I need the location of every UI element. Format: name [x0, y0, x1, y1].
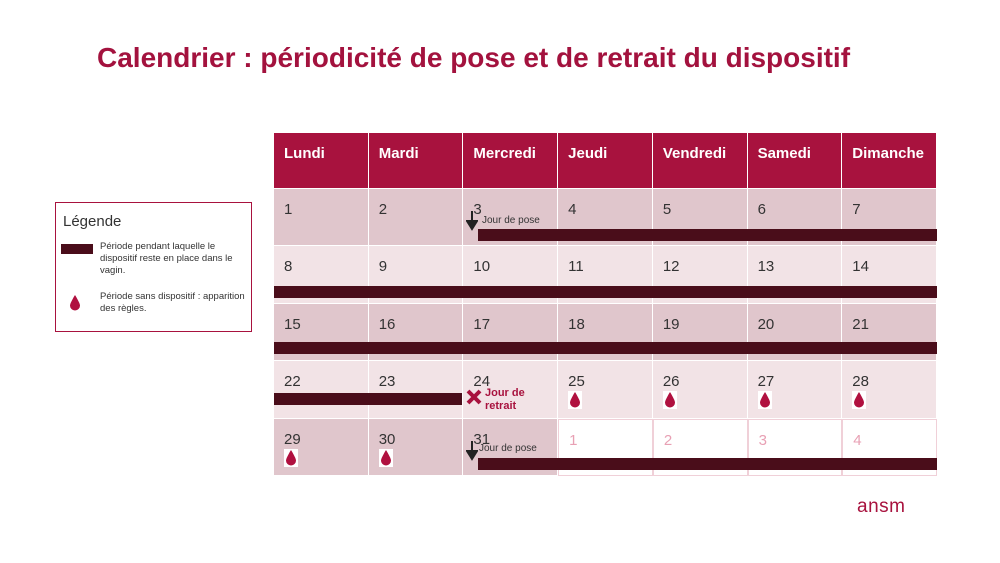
period-bar: [478, 458, 937, 470]
day-cell: 22: [274, 361, 369, 419]
day-cell: 24: [463, 361, 559, 419]
day-cell: 25: [558, 361, 653, 419]
period-bar: [478, 229, 937, 241]
day-header: Dimanche: [842, 133, 937, 189]
legend-item: Période sans dispositif : apparition des…: [100, 291, 245, 314]
day-cell: 26: [652, 361, 748, 419]
legend: Légende Période pendant laquelle le disp…: [55, 202, 252, 332]
day-header: Samedi: [747, 133, 843, 189]
legend-drop-icon: [70, 295, 80, 311]
annotation: Jour de pose: [482, 215, 540, 226]
day-cell: 30: [368, 418, 464, 476]
day-header: Lundi: [274, 133, 369, 189]
drop-icon: [757, 391, 772, 410]
day-header: Vendredi: [652, 133, 748, 189]
logo: ansm: [857, 496, 906, 517]
day-cell: 29: [274, 418, 369, 476]
arrow-down: [466, 441, 478, 461]
period-bar: [274, 393, 462, 405]
period-bar: [274, 342, 937, 354]
day-cell: 27: [747, 361, 843, 419]
day-header: Mercredi: [463, 133, 559, 189]
day-header: Jeudi: [558, 133, 653, 189]
arrow-down: [466, 211, 478, 231]
day-cell: 2: [368, 189, 464, 247]
drop-icon: [662, 391, 677, 410]
period-bar: [274, 286, 937, 298]
legend-bar-icon: [61, 244, 93, 254]
day-cell: 23: [368, 361, 464, 419]
day-cell: 28: [842, 361, 937, 419]
day-header: Mardi: [368, 133, 464, 189]
drop-icon: [378, 448, 393, 467]
drop-icon: [284, 448, 298, 467]
title: Calendrier : périodicité de pose et de r…: [97, 42, 851, 73]
annotation: Jour de pose: [479, 443, 537, 454]
drop-icon: [568, 391, 583, 410]
legend-title: Légende: [63, 213, 122, 230]
legend-item: Période pendant laquelle le dispositif r…: [100, 241, 233, 276]
annotation: Jour de retrait: [485, 387, 525, 412]
day-cell: 1: [274, 189, 369, 247]
drop-icon: [852, 391, 867, 410]
cross: [466, 389, 482, 405]
